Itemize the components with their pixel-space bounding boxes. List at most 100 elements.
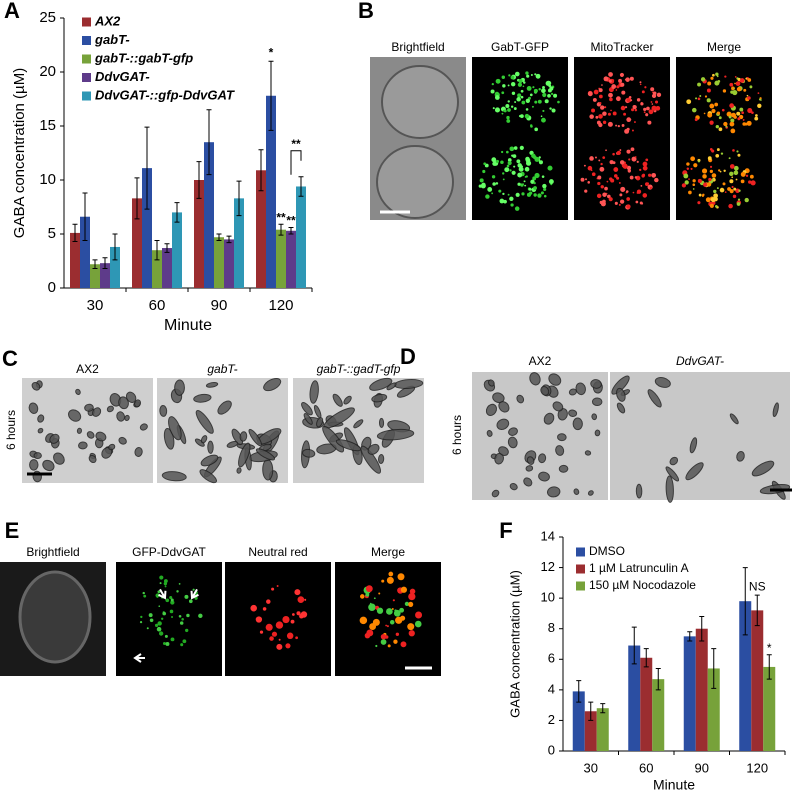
- fluorescent-spot: [648, 109, 654, 115]
- fluorescent-spot: [259, 630, 264, 634]
- fluorescent-spot: [632, 191, 635, 194]
- error-bar: [643, 648, 649, 668]
- cell: [49, 433, 60, 444]
- fluorescent-spot: [501, 75, 506, 79]
- fluorescent-spot: [553, 93, 558, 98]
- fluorescent-spot: [143, 594, 147, 598]
- fluorescent-spot: [478, 184, 482, 188]
- cell: [322, 425, 345, 453]
- fluorescent-spot: [603, 76, 609, 82]
- fluorescent-spot: [629, 175, 634, 180]
- fluorescent-spot: [754, 116, 759, 121]
- fluorescent-spot: [499, 198, 505, 204]
- fluorescent-spot: [524, 113, 530, 119]
- fluorescent-spot: [535, 73, 541, 79]
- fluorescent-spot: [738, 189, 741, 192]
- error-bar: [655, 667, 661, 691]
- fluorescent-spot: [619, 199, 625, 204]
- fluorescent-spot: [491, 175, 496, 179]
- bar: [596, 708, 609, 751]
- fluorescent-spot: [715, 205, 718, 208]
- cell: [367, 443, 380, 455]
- cell: [507, 436, 518, 449]
- column-label: MitoTracker: [591, 40, 654, 54]
- fluorescent-spot: [262, 607, 267, 611]
- column-label: DdvGAT-: [676, 354, 724, 368]
- cell: [557, 408, 568, 421]
- cell: [207, 440, 214, 454]
- fluorescent-spot: [381, 579, 385, 583]
- legend-label: gabT-::gabT-gfp: [94, 50, 193, 65]
- fluorescent-spot: [492, 159, 495, 162]
- fluorescent-spot: [697, 160, 701, 163]
- fluorescent-spot: [376, 607, 384, 614]
- fluorescent-spot: [517, 93, 522, 98]
- cell: [509, 483, 518, 491]
- fluorescent-spot: [757, 103, 762, 108]
- cell-outline: [381, 65, 459, 139]
- column-label: GabT-GFP: [491, 40, 549, 54]
- bar: [214, 237, 224, 288]
- fluorescent-spot: [501, 91, 505, 95]
- bar: [628, 645, 641, 751]
- cell: [200, 435, 208, 444]
- cell: [195, 410, 214, 434]
- cell: [248, 428, 262, 447]
- fluorescent-spot: [513, 146, 518, 150]
- fluorescent-spot: [269, 636, 274, 641]
- column-label: Merge: [371, 545, 405, 559]
- fluorescent-spot: [525, 71, 529, 75]
- fluorescent-spot: [506, 119, 511, 123]
- fluorescent-spot: [591, 172, 596, 177]
- fluorescent-spot: [626, 165, 632, 170]
- fluorescent-spot: [392, 599, 395, 602]
- fluorescent-spot: [749, 174, 754, 179]
- fluorescent-spot: [718, 116, 722, 120]
- fluorescent-spot: [690, 167, 693, 171]
- fluorescent-spot: [479, 178, 484, 183]
- fluorescent-spot: [278, 638, 281, 641]
- fluorescent-spot: [549, 86, 554, 91]
- cell: [303, 413, 313, 425]
- fluorescent-spot: [407, 623, 415, 631]
- cell: [168, 416, 182, 441]
- cell: [485, 403, 498, 416]
- fluorescent-spot: [631, 129, 634, 132]
- fluorescent-spot: [506, 150, 509, 154]
- error-bar: [164, 243, 170, 253]
- fluorescent-spot: [728, 203, 733, 209]
- y-axis-label: GABA concentration (µM): [507, 570, 522, 718]
- bar: [70, 232, 80, 288]
- fluorescent-spot: [548, 179, 554, 185]
- fluorescent-spot: [707, 156, 712, 161]
- cell: [116, 411, 126, 422]
- cell: [316, 417, 324, 428]
- fluorescent-spot: [623, 112, 627, 116]
- error-bar: [631, 626, 637, 665]
- y-tick-label: 5: [48, 225, 56, 242]
- cell: [159, 404, 168, 417]
- fluorescent-spot: [640, 102, 644, 106]
- cell: [498, 446, 509, 456]
- fluorescent-spot: [693, 163, 698, 168]
- fluorescent-spot: [514, 101, 517, 104]
- fluorescent-spot: [386, 576, 394, 584]
- cell: [516, 394, 525, 404]
- fluorescent-spot: [733, 115, 737, 119]
- micrograph: [472, 372, 608, 500]
- fluorescent-spot: [697, 178, 702, 183]
- fluorescent-spot: [511, 170, 516, 175]
- cell: [525, 465, 534, 472]
- fluorescent-spot: [745, 77, 748, 80]
- fluorescent-spot: [528, 187, 532, 191]
- fluorescent-spot: [747, 78, 752, 82]
- error-bar: [711, 648, 717, 689]
- cell: [689, 437, 698, 454]
- legend-swatch: [576, 547, 585, 557]
- cell: [76, 427, 83, 434]
- error-bar: [134, 177, 140, 220]
- fluorescent-spot: [703, 112, 706, 115]
- fluorescent-spot: [609, 97, 613, 102]
- fluorescent-spot: [178, 614, 182, 618]
- bar: [142, 168, 152, 288]
